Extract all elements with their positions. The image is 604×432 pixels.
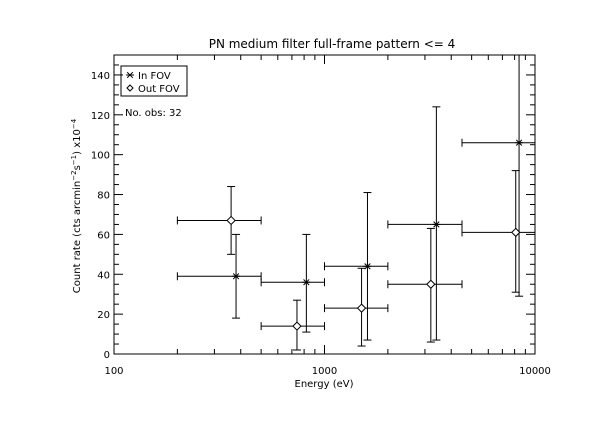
legend-asterisk: [126, 71, 134, 79]
legend-label-out-fov: Out FOV: [138, 84, 180, 95]
data-point-asterisk: [363, 263, 372, 270]
y-tick-label: 60: [97, 230, 110, 241]
y-axis: 0 20 40 60 80 100 120 140: [91, 64, 535, 361]
asterisk-stroke: [433, 221, 440, 228]
asterisk-stroke: [364, 263, 371, 270]
legend-box: [120, 65, 188, 97]
legend-diamond: [126, 84, 134, 92]
data-point-asterisk: [515, 139, 524, 146]
data-point-asterisk: [232, 273, 241, 280]
y-tick-label: 40: [97, 270, 110, 281]
asterisk-stroke: [232, 273, 240, 280]
asterisk-stroke: [126, 71, 134, 79]
data-point-diamond: [511, 227, 521, 238]
annotation-obs-count: No. obs: 32: [125, 108, 182, 119]
data-series: [176, 54, 536, 351]
x-tick-label: 10000: [519, 366, 551, 377]
data-point-diamond: [356, 303, 367, 313]
legend-marker-asterisk: [126, 71, 134, 79]
y-tick-label: 20: [97, 310, 110, 321]
legend-marker-diamond: [126, 84, 134, 92]
y-tick-label: 120: [91, 111, 110, 122]
y-tick-label: 100: [91, 151, 110, 162]
asterisk-stroke: [303, 279, 310, 286]
series-in-fov: [176, 54, 536, 341]
chart-title: PN medium filter full-frame pattern <= 4: [209, 37, 456, 51]
y-axis-label: Count rate (cts arcmin−2s−1) x10−4: [70, 118, 83, 293]
y-tick-label: 0: [104, 350, 110, 361]
x-axis: 100 1000 10000: [104, 55, 551, 377]
x-tick-label: 100: [104, 366, 123, 377]
data-point-asterisk: [432, 221, 441, 228]
legend: In FOV Out FOV: [120, 65, 188, 97]
data-point-asterisk: [302, 279, 311, 286]
legend-label-in-fov: In FOV: [138, 71, 171, 82]
y-tick-label: 80: [97, 191, 110, 202]
x-tick-label: 1000: [312, 366, 337, 377]
asterisk-stroke: [515, 139, 523, 146]
y-tick-label: 140: [91, 71, 110, 82]
data-point-diamond: [292, 321, 302, 331]
series-out-fov: [176, 170, 536, 351]
data-point-diamond: [426, 279, 436, 289]
data-point-diamond: [226, 215, 236, 226]
x-axis-label: Energy (eV): [295, 379, 354, 390]
